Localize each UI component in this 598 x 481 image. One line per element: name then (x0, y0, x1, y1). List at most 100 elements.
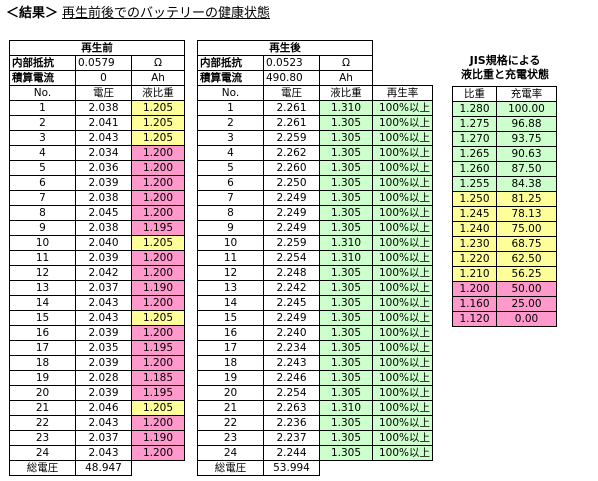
table-row: 1.255 84.38 (452, 176, 557, 192)
cell-specific-gravity: 1.305 (319, 445, 373, 461)
cell-charge-rate: 0.00 (496, 311, 557, 327)
cell-specific-gravity: 1.200 (131, 175, 185, 191)
cell-voltage: 2.028 (75, 370, 132, 386)
table-row: 12 2.248 1.305 100%以上 (197, 265, 433, 281)
after-cur-unit: Ah (319, 70, 373, 86)
cell-specific-gravity: 1.305 (319, 325, 373, 341)
cell-voltage: 2.046 (75, 400, 132, 416)
cell-voltage: 2.249 (263, 310, 320, 326)
table-row: 2 2.261 1.305 100%以上 (197, 115, 433, 131)
cell-specific-gravity: 1.205 (131, 400, 185, 416)
cell-voltage: 2.039 (75, 250, 132, 266)
cell-specific-gravity: 1.210 (452, 266, 497, 282)
table-row: 1.230 68.75 (452, 236, 557, 252)
cell-specific-gravity: 1.185 (131, 370, 185, 386)
cell-voltage: 2.249 (263, 205, 320, 221)
cell-voltage: 2.245 (263, 295, 320, 311)
cell-specific-gravity: 1.280 (452, 101, 497, 117)
cell-no: 17 (9, 340, 76, 356)
cell-specific-gravity: 1.305 (319, 160, 373, 176)
before-cur-unit: Ah (131, 70, 185, 86)
cell-specific-gravity: 1.305 (319, 355, 373, 371)
table-row: 1.275 96.88 (452, 116, 557, 132)
table-row: 1 2.261 1.310 100%以上 (197, 100, 433, 116)
cell-voltage: 2.234 (263, 340, 320, 356)
table-row: 19 2.246 1.305 100%以上 (197, 370, 433, 386)
cell-no: 21 (197, 400, 264, 416)
cell-voltage: 2.236 (263, 415, 320, 431)
after-header: 再生後 (197, 40, 373, 56)
cell-voltage: 2.259 (263, 235, 320, 251)
cell-specific-gravity: 1.230 (452, 236, 497, 252)
cell-voltage: 2.259 (263, 130, 320, 146)
after-total-value: 53.994 (263, 460, 320, 476)
after-table: 再生後 内部抵抗 0.0523 Ω 積算電流 490.80 Ah No. 電圧 … (197, 40, 433, 476)
cell-no: 8 (9, 205, 76, 221)
table-row: 9 2.038 1.195 (9, 220, 185, 236)
cell-regen-rate: 100%以上 (372, 340, 433, 356)
cell-no: 15 (9, 310, 76, 326)
table-row: 7 2.249 1.305 100%以上 (197, 190, 433, 206)
cell-no: 7 (9, 190, 76, 206)
table-row: 7 2.038 1.200 (9, 190, 185, 206)
cell-no: 11 (9, 250, 76, 266)
table-row: 24 2.244 1.305 100%以上 (197, 445, 433, 461)
cell-charge-rate: 25.00 (496, 296, 557, 312)
cell-no: 20 (197, 385, 264, 401)
table-row: 16 2.240 1.305 100%以上 (197, 325, 433, 341)
cell-specific-gravity: 1.305 (319, 190, 373, 206)
table-row: 21 2.263 1.310 100%以上 (197, 400, 433, 416)
table-row: 18 2.243 1.305 100%以上 (197, 355, 433, 371)
cell-voltage: 2.240 (263, 325, 320, 341)
cell-no: 4 (9, 145, 76, 161)
cell-voltage: 2.043 (75, 445, 132, 461)
jis-title-line1: JIS規格による (469, 54, 541, 67)
cell-no: 10 (197, 235, 264, 251)
before-cur-label: 積算電流 (9, 70, 76, 86)
after-col-voltage: 電圧 (263, 85, 320, 101)
table-row: 22 2.043 1.200 (9, 415, 185, 431)
table-row: 4 2.034 1.200 (9, 145, 185, 161)
jis-title: JIS規格による 液比重と充電状態 (449, 54, 561, 82)
cell-regen-rate: 100%以上 (372, 325, 433, 341)
after-cur-label: 積算電流 (197, 70, 264, 86)
cell-no: 13 (197, 280, 264, 296)
table-row: 18 2.039 1.200 (9, 355, 185, 371)
cell-voltage: 2.262 (263, 145, 320, 161)
cell-no: 7 (197, 190, 264, 206)
after-col-no: No. (197, 85, 264, 101)
table-row: 21 2.046 1.205 (9, 400, 185, 416)
title-text: 再生前後でのバッテリーの健康状態 (62, 6, 271, 21)
cell-charge-rate: 56.25 (496, 266, 557, 282)
cell-regen-rate: 100%以上 (372, 235, 433, 251)
cell-voltage: 2.043 (75, 310, 132, 326)
cell-charge-rate: 90.63 (496, 146, 557, 162)
cell-no: 1 (9, 100, 76, 116)
cell-voltage: 2.246 (263, 370, 320, 386)
cell-voltage: 2.042 (75, 265, 132, 281)
cell-specific-gravity: 1.205 (131, 235, 185, 251)
cell-regen-rate: 100%以上 (372, 295, 433, 311)
cell-specific-gravity: 1.265 (452, 146, 497, 162)
table-row: 12 2.042 1.200 (9, 265, 185, 281)
table-row: 1.270 93.75 (452, 131, 557, 147)
after-total-label: 総電圧 (197, 460, 264, 476)
cell-voltage: 2.254 (263, 385, 320, 401)
cell-specific-gravity: 1.205 (131, 130, 185, 146)
cell-voltage: 2.243 (263, 355, 320, 371)
before-res-value: 0.0579 (75, 55, 132, 71)
cell-specific-gravity: 1.260 (452, 161, 497, 177)
cell-no: 15 (197, 310, 264, 326)
cell-specific-gravity: 1.190 (131, 280, 185, 296)
cell-no: 9 (197, 220, 264, 236)
cell-no: 21 (9, 400, 76, 416)
cell-regen-rate: 100%以上 (372, 265, 433, 281)
cell-specific-gravity: 1.305 (319, 130, 373, 146)
cell-specific-gravity: 1.200 (131, 145, 185, 161)
table-row: 3 2.043 1.205 (9, 130, 185, 146)
table-row: 11 2.254 1.310 100%以上 (197, 250, 433, 266)
cell-no: 5 (9, 160, 76, 176)
table-row: 1.160 25.00 (452, 296, 557, 312)
table-row: 1.210 56.25 (452, 266, 557, 282)
after-res-label: 内部抵抗 (197, 55, 264, 71)
